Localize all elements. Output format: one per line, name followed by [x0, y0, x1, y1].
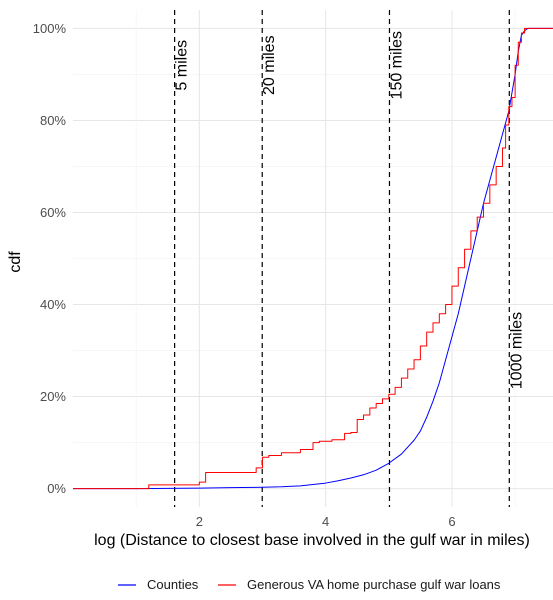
y-tick-label: 0%	[47, 481, 66, 496]
y-tick-label: 80%	[40, 113, 66, 128]
x-tick-label: 6	[448, 514, 455, 529]
y-tick-label: 40%	[40, 297, 66, 312]
series-lines	[73, 27, 553, 490]
reference-line-label: 150 miles	[388, 31, 405, 99]
y-axis-title: cdf	[7, 251, 24, 273]
y-tick-label: 20%	[40, 389, 66, 404]
y-axis-ticks: 0% 20% 40% 60% 80% 100%	[33, 21, 67, 496]
reference-line-label: 1000 miles	[508, 312, 525, 389]
legend-label: Generous VA home purchase gulf war loans	[247, 577, 501, 592]
series-line	[73, 27, 553, 490]
x-axis-ticks: 2 4 6	[196, 514, 456, 529]
x-tick-label: 2	[196, 514, 203, 529]
reference-line-labels: 5 miles 20 miles 150 miles 1000 miles	[174, 31, 526, 389]
y-tick-label: 100%	[33, 21, 67, 36]
reference-line-label: 20 miles	[261, 35, 278, 95]
y-tick-label: 60%	[40, 205, 66, 220]
reference-lines	[174, 10, 510, 507]
x-tick-label: 4	[322, 514, 329, 529]
legend: Counties Generous VA home purchase gulf w…	[118, 577, 501, 592]
reference-line-label: 5 miles	[174, 40, 191, 91]
x-axis-title: log (Distance to closest base involved i…	[94, 532, 530, 549]
gridlines	[73, 10, 553, 507]
legend-label: Counties	[147, 577, 199, 592]
